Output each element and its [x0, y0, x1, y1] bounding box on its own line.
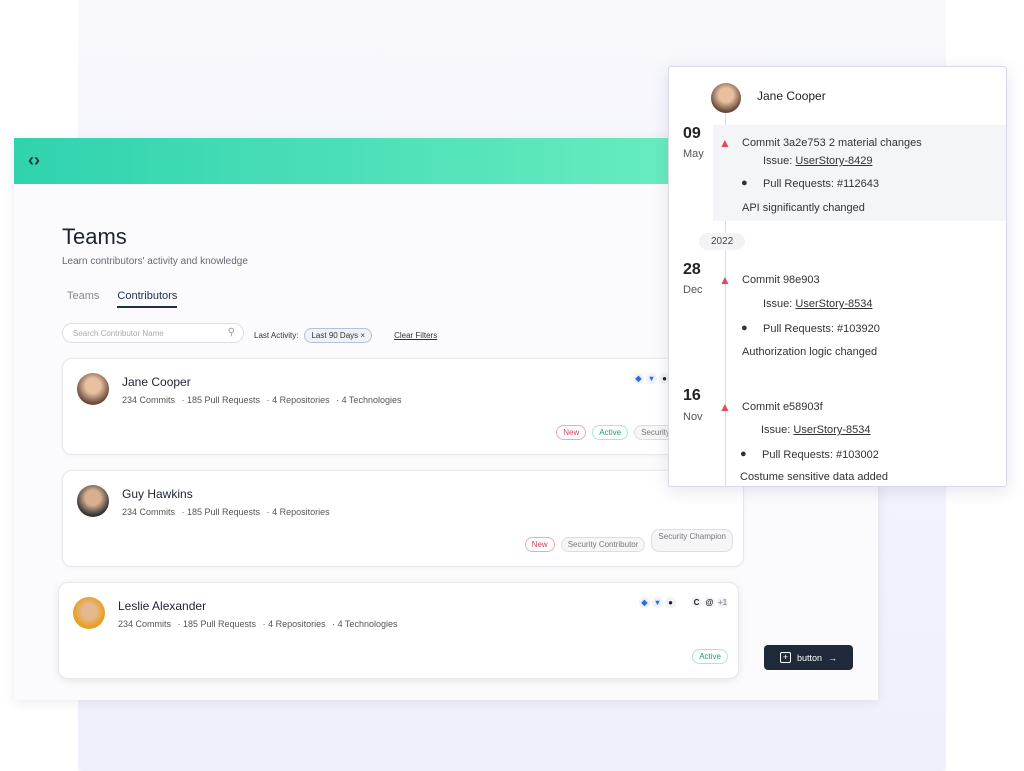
activity-timeline-popover: Jane Cooper 09 May ▲ Commit 3a2e753 2 ma…: [668, 66, 1007, 487]
event-commit: Commit 98e903: [742, 274, 820, 286]
event-commit: Commit 3a2e753 2 material changes: [742, 137, 922, 149]
github-icon: ●: [741, 177, 748, 189]
issue-link[interactable]: UserStory-8534: [793, 424, 871, 436]
tag-new: New: [556, 425, 587, 440]
issue-link[interactable]: UserStory-8534: [795, 298, 873, 310]
contributor-stats: 234 Commits · 185 Pull Requests · 4 Repo…: [118, 619, 398, 629]
event-day: 28: [683, 261, 701, 278]
event-month: Dec: [683, 284, 703, 296]
repositories: 4 Repositories: [268, 619, 326, 629]
event-description: Costume sensitive data added: [740, 471, 888, 483]
filter-chip[interactable]: Last 90 Days ×: [304, 328, 373, 343]
issue-label: Issue:: [763, 298, 793, 310]
year-divider: 2022: [699, 233, 746, 250]
avatar: [711, 83, 741, 113]
event-month: May: [683, 148, 704, 160]
event-issue: Issue: UserStory-8534: [763, 298, 872, 310]
tool-icons: ◆ ▾ ●: [639, 597, 676, 608]
close-icon[interactable]: ×: [360, 331, 366, 340]
tag-new: New: [524, 537, 555, 552]
timeline-line: [725, 107, 726, 486]
technologies: 4 Technologies: [341, 395, 402, 405]
event-day: 16: [683, 387, 701, 404]
plus-icon: +: [779, 652, 791, 663]
timeline-user-name: Jane Cooper: [757, 89, 826, 103]
commits: 234 Commits: [122, 507, 176, 517]
contributor-stats: 234 Commits · 185 Pull Requests · 4 Repo…: [122, 507, 330, 517]
clear-filters-link[interactable]: Clear Filters: [394, 331, 438, 340]
jira-icon: ◆: [633, 373, 644, 384]
contributor-stats: 234 Commits · 185 Pull Requests · 4 Repo…: [122, 395, 402, 405]
pull-requests: 185 Pull Requests: [187, 507, 261, 517]
tags: New Active Security: [556, 425, 677, 440]
tag-active: Active: [692, 649, 728, 664]
event-month: Nov: [683, 411, 703, 423]
pull-requests: 185 Pull Requests: [183, 619, 257, 629]
github-icon: ●: [741, 322, 748, 334]
commits: 234 Commits: [122, 395, 176, 405]
tabs: Teams Contributors: [67, 290, 178, 308]
contributor-card[interactable]: Leslie Alexander 234 Commits · 185 Pull …: [58, 582, 739, 679]
tech-icons: C @ +1: [691, 597, 728, 608]
filter-label: Last Activity:: [254, 331, 299, 340]
logo-icon[interactable]: ‹›: [28, 150, 40, 170]
avatar: [77, 485, 109, 517]
event-description: Authorization logic changed: [742, 346, 878, 358]
event-pr[interactable]: Pull Requests: #112643: [763, 178, 879, 190]
warning-icon: ▲: [719, 136, 731, 150]
search-placeholder: Search Contributor Name: [73, 329, 164, 338]
event-issue: Issue: UserStory-8429: [763, 155, 872, 167]
more-count: +1: [717, 597, 728, 608]
arrow-right-icon: →: [828, 652, 838, 663]
github-icon: ●: [659, 373, 670, 384]
tab-contributors[interactable]: Contributors: [117, 290, 178, 308]
search-input[interactable]: Search Contributor Name ⚲: [62, 323, 244, 343]
tags: Active: [692, 649, 728, 664]
button-label: button: [796, 652, 823, 663]
page-title: Teams: [62, 224, 127, 249]
at-icon: @: [704, 597, 715, 608]
event-issue: Issue: UserStory-8534: [761, 424, 870, 436]
c-language-icon: C: [691, 597, 702, 608]
event-pr[interactable]: Pull Requests: #103920: [763, 323, 880, 335]
tag-active: Active: [592, 425, 629, 440]
filters: Last Activity: Last 90 Days × Clear Filt…: [254, 328, 437, 343]
issue-label: Issue:: [763, 155, 793, 167]
action-button[interactable]: + button →: [764, 645, 853, 670]
github-icon: ●: [740, 448, 747, 460]
warning-icon: ▲: [719, 400, 731, 414]
jira-icon: ◆: [639, 597, 650, 608]
contributor-name: Leslie Alexander: [118, 599, 207, 613]
search-icon: ⚲: [227, 327, 235, 338]
event-pr[interactable]: Pull Requests: #103002: [762, 449, 879, 461]
bitbucket-icon: ▾: [646, 373, 657, 384]
contributor-card[interactable]: Guy Hawkins 234 Commits · 185 Pull Reque…: [62, 470, 744, 567]
tag-security-champion: Security Champion: [651, 529, 733, 552]
commits: 234 Commits: [118, 619, 172, 629]
bitbucket-icon: ▾: [652, 597, 663, 608]
repositories: 4 Repositories: [272, 507, 330, 517]
event-commit: Commit e58903f: [742, 401, 823, 413]
event-day: 09: [683, 125, 701, 142]
repositories: 4 Repositories: [272, 395, 330, 405]
contributor-name: Guy Hawkins: [122, 487, 193, 501]
tool-icons: ◆ ▾ ●: [633, 373, 670, 384]
tab-teams[interactable]: Teams: [67, 290, 100, 302]
contributor-name: Jane Cooper: [122, 375, 191, 389]
pull-requests: 185 Pull Requests: [187, 395, 261, 405]
avatar: [77, 373, 109, 405]
issue-link[interactable]: UserStory-8429: [795, 155, 873, 167]
issue-label: Issue:: [761, 424, 791, 436]
filter-chip-label: Last 90 Days: [311, 331, 359, 340]
warning-icon: ▲: [719, 273, 731, 287]
technologies: 4 Technologies: [337, 619, 398, 629]
tag-security-contributor: Security Contributor: [560, 537, 646, 552]
page-subtitle: Learn contributors' activity and knowled…: [62, 256, 248, 267]
avatar: [73, 597, 105, 629]
event-highlight: [713, 125, 1006, 221]
event-description: API significantly changed: [742, 202, 865, 214]
github-icon: ●: [665, 597, 676, 608]
contributor-card[interactable]: Jane Cooper 234 Commits · 185 Pull Reque…: [62, 358, 744, 455]
tags: New Security Contributor Security Champion: [524, 529, 733, 552]
